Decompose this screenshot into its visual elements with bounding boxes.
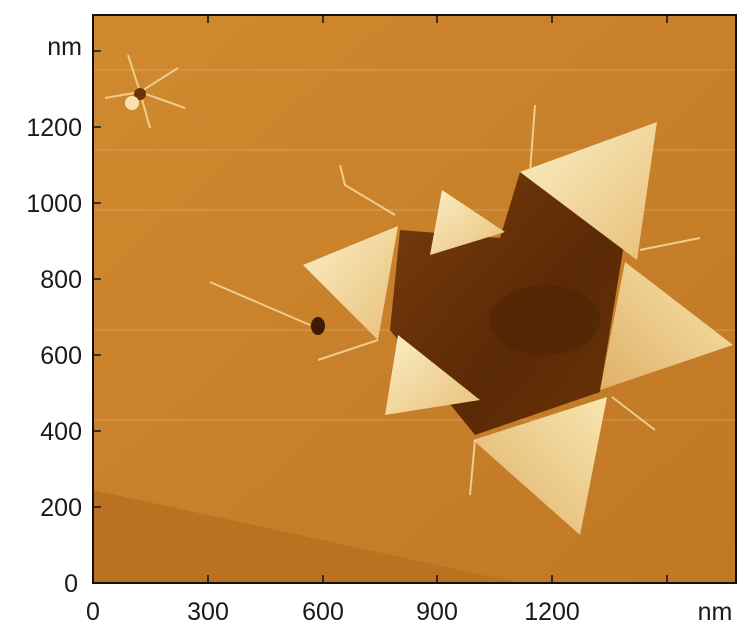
afm-image	[93, 15, 736, 583]
y-unit-label: nm	[47, 33, 82, 61]
triangle-top-right	[520, 122, 657, 260]
y-tick-label: 0	[64, 570, 78, 598]
x-tick-label: 0	[86, 598, 100, 626]
y-tick-label: 1000	[26, 190, 82, 218]
lower-terrace	[93, 490, 520, 583]
image-frame	[92, 14, 737, 584]
bright-particle	[125, 96, 139, 110]
triangle-lower-left	[385, 335, 480, 415]
x-unit-label: nm	[698, 598, 733, 626]
y-tick-label: 400	[40, 418, 82, 446]
y-tick-marks	[93, 50, 101, 584]
y-tick-label: 200	[40, 494, 82, 522]
triangle-right	[600, 262, 733, 390]
y-tick-label: 1200	[26, 114, 82, 142]
x-tick-marks	[92, 15, 668, 583]
x-tick-label: 1200	[524, 598, 580, 626]
dark-pit	[311, 317, 325, 335]
hole-shadow	[490, 285, 600, 355]
x-tick-label: 600	[302, 598, 344, 626]
x-tick-label: 900	[416, 598, 458, 626]
triangle-left	[303, 226, 398, 340]
triangle-bottom	[473, 397, 607, 535]
y-tick-label: 600	[40, 342, 82, 370]
y-tick-label: 800	[40, 266, 82, 294]
particle-top-left	[134, 88, 146, 100]
x-tick-label: 300	[187, 598, 229, 626]
triangle-top-small	[430, 190, 505, 255]
